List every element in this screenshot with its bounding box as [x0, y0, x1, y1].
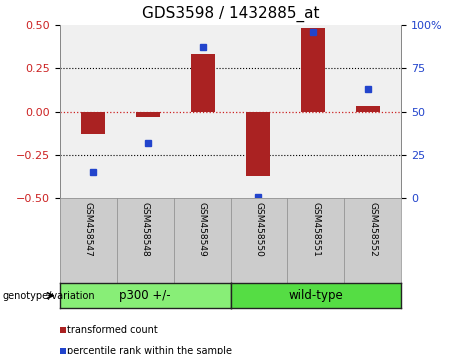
Bar [81, 112, 105, 134]
Text: p300 +/-: p300 +/- [119, 289, 171, 302]
Text: GSM458552: GSM458552 [368, 202, 377, 257]
Text: GSM458548: GSM458548 [141, 202, 150, 257]
Title: GDS3598 / 1432885_at: GDS3598 / 1432885_at [142, 6, 319, 22]
Bar [301, 28, 325, 112]
Bar [356, 106, 380, 112]
Text: genotype/variation: genotype/variation [2, 291, 95, 301]
Text: transformed count: transformed count [66, 325, 157, 335]
Text: GSM458551: GSM458551 [311, 202, 320, 257]
Text: GSM458547: GSM458547 [84, 202, 93, 257]
Bar [136, 112, 160, 117]
Bar [246, 112, 271, 176]
Text: GSM458549: GSM458549 [198, 202, 207, 257]
Text: percentile rank within the sample: percentile rank within the sample [66, 346, 231, 354]
Bar [190, 54, 215, 112]
Text: wild-type: wild-type [289, 289, 343, 302]
Text: GSM458550: GSM458550 [254, 202, 263, 257]
